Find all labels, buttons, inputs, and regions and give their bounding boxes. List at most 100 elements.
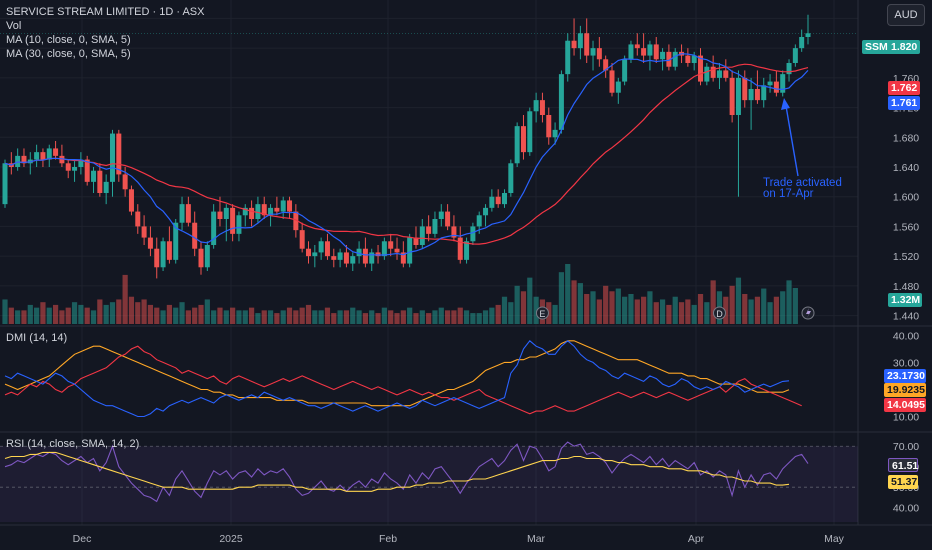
candle-body xyxy=(305,248,311,257)
lightning-icon-glyph xyxy=(806,308,811,318)
candle-body xyxy=(350,256,356,264)
volume-bar xyxy=(179,302,185,324)
volume-bar xyxy=(609,291,615,324)
volume-bar xyxy=(622,296,628,324)
candle-body xyxy=(78,159,84,167)
chart-title: SERVICE STREAM LIMITED · 1D · ASX xyxy=(6,6,205,18)
candle-body xyxy=(710,66,716,78)
volume-bar xyxy=(596,299,602,324)
candle-body xyxy=(268,207,274,216)
candle-body xyxy=(274,207,280,212)
volume-bar xyxy=(293,310,299,324)
price-tick-label: 1.600 xyxy=(893,192,919,204)
candle-body xyxy=(192,222,198,249)
candle-body xyxy=(596,48,602,60)
volume-bar xyxy=(286,307,293,324)
volume-bar xyxy=(204,299,210,324)
volume-bar xyxy=(786,280,792,324)
candle-body xyxy=(173,222,179,260)
volume-bar xyxy=(173,307,179,324)
candle-body xyxy=(508,163,514,193)
candle-body xyxy=(103,181,109,193)
dmi-lines xyxy=(4,340,802,418)
ma10-legend[interactable]: MA (10, close, 0, SMA, 5) xyxy=(6,34,131,46)
volume-bar xyxy=(388,310,394,324)
volume-bar xyxy=(438,307,444,324)
candle-body xyxy=(413,237,419,245)
volume-bar xyxy=(97,299,103,324)
volume-bar xyxy=(141,299,147,324)
volume-bar xyxy=(710,280,716,324)
currency-button[interactable]: AUD xyxy=(887,4,925,26)
candle-body xyxy=(628,44,634,60)
candle-body xyxy=(615,81,621,93)
volume-bar xyxy=(40,302,46,324)
volume-bar xyxy=(641,296,647,324)
candle-body xyxy=(603,59,609,71)
candle-body xyxy=(362,248,368,264)
volume-bar xyxy=(723,296,729,324)
volume-bar xyxy=(381,307,387,324)
candle-body xyxy=(761,85,767,101)
candle-body xyxy=(742,77,748,101)
volume-bar xyxy=(520,291,527,324)
volume-bar xyxy=(375,313,381,324)
time-tick-label: 2025 xyxy=(219,533,243,545)
candle-body xyxy=(483,207,489,216)
last-price-badge: 1.820 xyxy=(888,40,920,54)
candle-body xyxy=(666,51,672,67)
candle-body xyxy=(128,189,134,212)
candle-body xyxy=(147,237,153,249)
volume-bar xyxy=(754,296,761,324)
time-tick-label: May xyxy=(824,533,845,545)
volume-bar xyxy=(533,296,539,324)
volume-bar xyxy=(147,304,154,324)
candle-body xyxy=(388,241,394,249)
candle-body xyxy=(65,163,71,171)
time-tick-label: Dec xyxy=(73,533,92,545)
volume-bar xyxy=(419,310,425,324)
volume-bar xyxy=(558,272,565,324)
candle-body xyxy=(211,211,217,245)
candle-body xyxy=(558,74,564,130)
volume-bar xyxy=(476,313,482,324)
candle-body xyxy=(116,133,122,175)
rsi-lines xyxy=(0,441,858,522)
event-marker-e[interactable] xyxy=(535,306,549,320)
volume-bar xyxy=(628,294,634,324)
volume-bar xyxy=(704,302,710,324)
volume-bar xyxy=(331,313,337,324)
candle-body xyxy=(369,252,375,264)
time-tick-label: Mar xyxy=(527,533,546,545)
volume-bar xyxy=(236,310,242,324)
rsi-legend[interactable]: RSI (14, close, SMA, 14, 2) xyxy=(6,438,140,450)
volume-bar xyxy=(90,310,97,324)
ma30-legend[interactable]: MA (30, close, 0, SMA, 5) xyxy=(6,48,131,60)
volume-bar xyxy=(52,304,59,324)
rsi-tick-label: 40.00 xyxy=(893,503,919,515)
volume-bar xyxy=(767,302,773,324)
candle-body xyxy=(223,207,229,219)
candle-body xyxy=(72,167,78,171)
volume-bar xyxy=(457,307,463,324)
volume-bar xyxy=(748,299,754,324)
candle-body xyxy=(520,126,526,153)
candle-body xyxy=(331,256,337,260)
dmi-legend[interactable]: DMI (14, 14) xyxy=(6,332,68,344)
volume-bar xyxy=(160,310,166,324)
volume-bar xyxy=(192,307,198,324)
volume-bar xyxy=(666,304,672,324)
candle-body xyxy=(457,237,463,260)
candle-body xyxy=(135,211,141,227)
volume-bar xyxy=(672,296,678,324)
volume-bar xyxy=(135,302,141,324)
annotation-arrow-line xyxy=(785,105,799,177)
candle-body xyxy=(451,226,457,238)
volume-bar xyxy=(2,299,8,324)
volume-bar xyxy=(565,264,571,324)
event-marker-d[interactable] xyxy=(712,306,726,320)
volume-bar xyxy=(343,310,350,324)
candle-body xyxy=(337,252,343,260)
candle-body xyxy=(539,100,545,115)
